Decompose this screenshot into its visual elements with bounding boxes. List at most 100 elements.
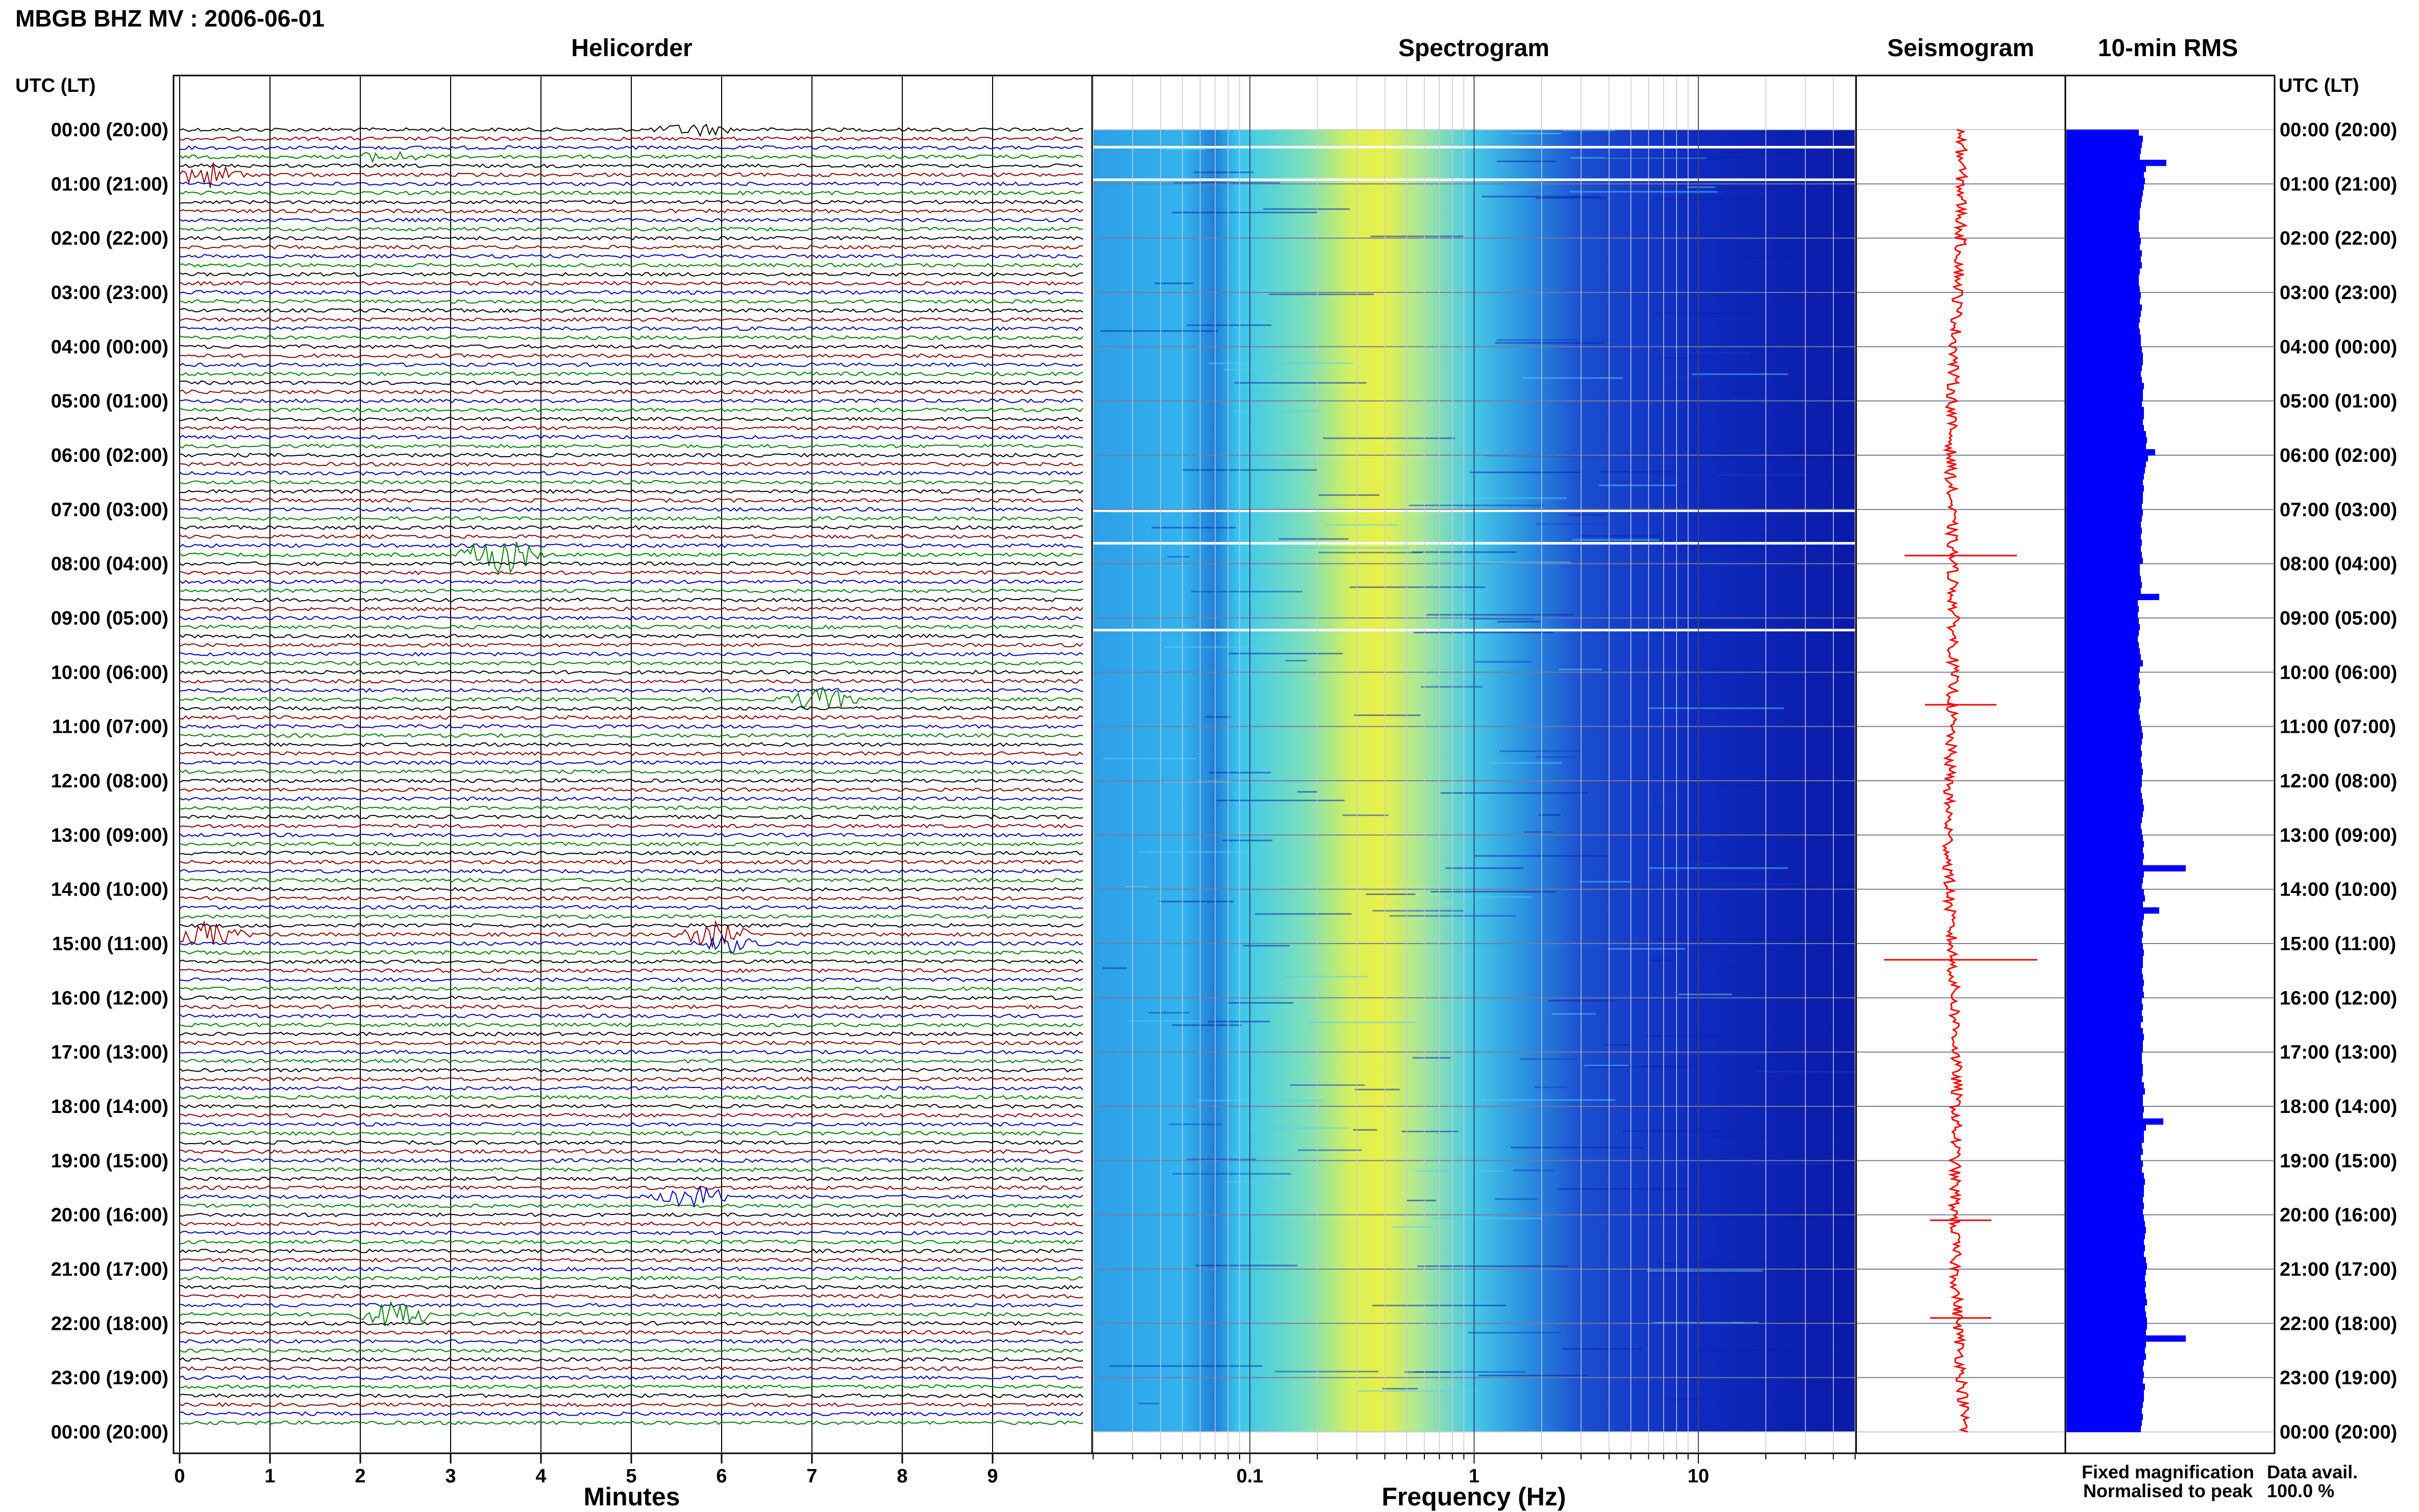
- helicorder-line: [179, 480, 1083, 485]
- spectrogram-streak: [1278, 538, 1349, 540]
- helicorder-line: [179, 1049, 1083, 1055]
- rms-bar: [2066, 666, 2140, 673]
- rms-bar: [2066, 1082, 2144, 1089]
- spectrogram-streak: [1725, 964, 1839, 966]
- time-label-right: 00:00 (20:00): [2280, 1422, 2397, 1443]
- helicorder-line: [179, 1321, 1083, 1326]
- time-label-left: 09:00 (05:00): [51, 608, 168, 629]
- helicorder-line: [179, 1104, 1083, 1109]
- spectrogram-streak: [1496, 339, 1615, 341]
- spectrogram-streak: [1187, 324, 1272, 326]
- time-label-right: 05:00 (01:00): [2280, 391, 2397, 412]
- rms-bar: [2066, 1335, 2186, 1342]
- helicorder-line: [179, 920, 1083, 948]
- spectrogram-streak: [1372, 910, 1465, 912]
- helicorder-line: [179, 950, 1083, 955]
- rms-bar: [2066, 437, 2147, 443]
- spectrogram-streak: [1354, 714, 1421, 716]
- spectrogram-streak: [1234, 382, 1367, 384]
- rms-bar: [2066, 154, 2140, 160]
- spectrogram-streak: [1520, 1058, 1578, 1060]
- helicorder-line: [179, 1140, 1083, 1145]
- rms-bar: [2066, 202, 2141, 209]
- time-label-left: 18:00 (14:00): [51, 1096, 168, 1118]
- spectrogram-streak: [1441, 792, 1588, 794]
- spectrogram-panel: [1091, 75, 1857, 1454]
- spectrogram-streak: [1470, 472, 1581, 474]
- time-label-right: 20:00 (16:00): [2280, 1205, 2397, 1226]
- helicorder-line: [179, 670, 1083, 675]
- time-label-right: 04:00 (00:00): [2280, 336, 2397, 358]
- rms-bar: [2066, 630, 2139, 636]
- left-axis-label: UTC (LT): [15, 75, 96, 96]
- helicorder-line: [179, 850, 1083, 856]
- rms-bar: [2066, 805, 2144, 811]
- helicorder-line: [179, 525, 1083, 530]
- helicorder-line: [179, 832, 1083, 838]
- rms-bar: [2066, 401, 2142, 407]
- rms-bar: [2066, 1124, 2146, 1131]
- rms-bar: [2066, 587, 2141, 594]
- rms-bar: [2066, 636, 2138, 642]
- spectrogram-streak: [1679, 994, 1733, 996]
- rms-bar: [2066, 792, 2142, 799]
- rms-bar: [2066, 955, 2143, 962]
- spectrogram-streak: [1445, 896, 1532, 898]
- rms-bar: [2066, 527, 2142, 534]
- time-label-right: 02:00 (22:00): [2280, 228, 2397, 250]
- helicorder-line: [179, 878, 1083, 883]
- spectrogram-streak: [1207, 1021, 1270, 1023]
- rms-bar: [2066, 618, 2139, 625]
- rms-bar: [2066, 1377, 2143, 1384]
- spectrogram-streak: [1415, 1170, 1503, 1172]
- rms-bar: [2066, 1329, 2146, 1336]
- time-label-right: 21:00 (17:00): [2280, 1259, 2397, 1280]
- helicorder-line: [179, 1384, 1083, 1390]
- rms-bar: [2066, 1088, 2145, 1095]
- spectrogram-streak: [1559, 668, 1602, 671]
- helicorder-line: [179, 685, 1083, 709]
- rms-bar: [2066, 431, 2146, 438]
- time-label-left: 21:00 (17:00): [51, 1259, 168, 1280]
- spectrogram-streak: [1382, 1387, 1418, 1390]
- spectrogram-streak: [1451, 497, 1567, 499]
- helicorder-line: [179, 335, 1083, 340]
- spectrogram-streak: [1647, 707, 1784, 709]
- helicorder-line: [179, 1230, 1083, 1235]
- rms-bar: [2066, 835, 2143, 841]
- helicorder-line: [179, 1411, 1083, 1417]
- time-label-right: 00:00 (20:00): [2280, 119, 2397, 141]
- rms-bar: [2066, 1347, 2145, 1354]
- rms-bar: [2066, 816, 2142, 824]
- spectrogram-streak: [1366, 893, 1416, 895]
- rms-bar: [2066, 732, 2143, 739]
- time-label-left: 06:00 (02:00): [51, 445, 168, 466]
- rms-bar: [2066, 226, 2139, 233]
- helicorder-line: [179, 317, 1083, 322]
- rms-bar: [2066, 304, 2142, 311]
- spectrogram-streak: [1417, 1265, 1568, 1267]
- spectrogram-streak: [1148, 1012, 1190, 1014]
- frequency-tick-label: 10: [1688, 1466, 1709, 1487]
- rms-bar: [2066, 624, 2140, 631]
- spectrogram-streak: [1205, 716, 1230, 718]
- time-label-left: 23:00 (19:00): [51, 1368, 168, 1389]
- helicorder-line: [179, 624, 1083, 630]
- rms-bar: [2066, 268, 2140, 275]
- rms-bar: [2066, 1167, 2142, 1173]
- spectrogram-streak: [1513, 1169, 1554, 1171]
- spectrogram-streak: [1524, 831, 1553, 833]
- rms-bar: [2066, 130, 2139, 136]
- spectrogram-streak: [1409, 504, 1544, 506]
- rms-bar: [2066, 370, 2141, 377]
- rms-bar: [2066, 871, 2144, 878]
- rms-bar: [2066, 280, 2139, 287]
- helicorder-line: [179, 652, 1083, 657]
- helicorder-line: [179, 935, 1083, 954]
- rms-bar: [2066, 389, 2143, 395]
- rms-bar: [2066, 889, 2144, 896]
- rms-bar: [2066, 775, 2142, 781]
- rms-bar: [2066, 1251, 2144, 1257]
- rms-bar: [2066, 979, 2144, 986]
- helicorder-line: [179, 733, 1083, 738]
